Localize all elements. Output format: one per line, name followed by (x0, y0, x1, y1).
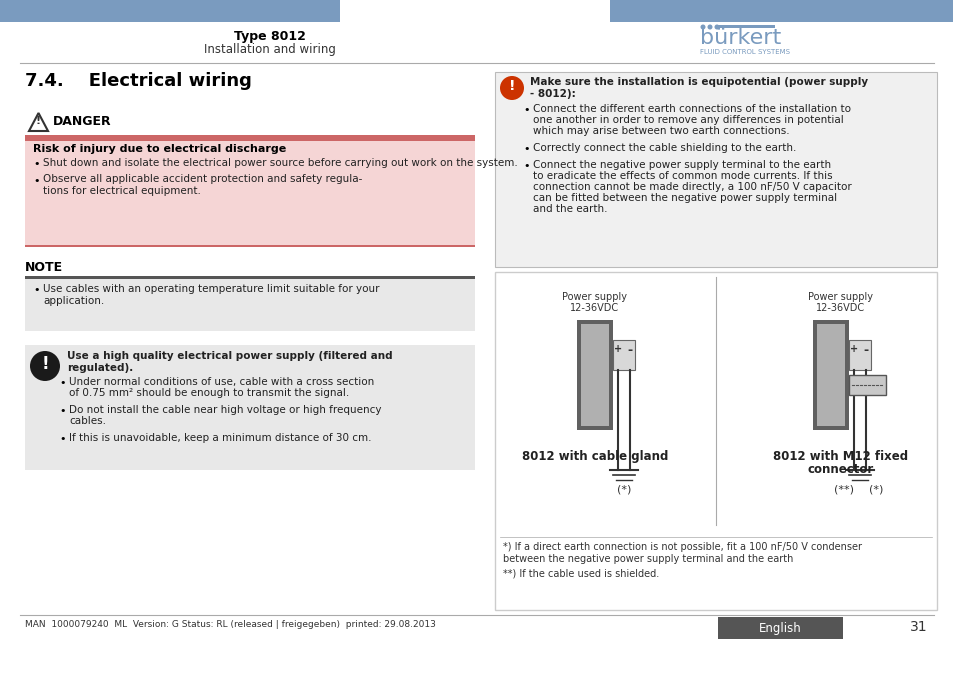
Text: Power supply: Power supply (807, 292, 873, 302)
Circle shape (707, 24, 712, 30)
Text: Risk of injury due to electrical discharge: Risk of injury due to electrical dischar… (33, 144, 286, 154)
Bar (613, 340, 635, 370)
Text: can be fitted between the negative power supply terminal: can be fitted between the negative power… (533, 193, 836, 203)
Bar (848, 340, 870, 370)
Text: Make sure the installation is equipotential (power supply: Make sure the installation is equipotent… (530, 77, 867, 87)
Text: •: • (522, 105, 529, 115)
Circle shape (30, 351, 60, 381)
Text: 12-36VDC: 12-36VDC (816, 303, 864, 313)
Text: and the earth.: and the earth. (533, 204, 607, 214)
Text: MAN  1000079240  ML  Version: G Status: RL (released | freigegeben)  printed: 29: MAN 1000079240 ML Version: G Status: RL … (25, 620, 436, 629)
Text: +: + (849, 344, 857, 354)
Text: Correctly connect the cable shielding to the earth.: Correctly connect the cable shielding to… (533, 143, 796, 153)
Text: connector: connector (807, 463, 873, 476)
Text: Connect the negative power supply terminal to the earth: Connect the negative power supply termin… (533, 160, 830, 170)
Text: Shut down and isolate the electrical power source before carrying out work on th: Shut down and isolate the electrical pow… (43, 158, 517, 168)
Bar (577, 320, 613, 430)
Text: Use a high quality electrical power supply (filtered and: Use a high quality electrical power supp… (67, 351, 393, 361)
Text: 8012 with M12 fixed: 8012 with M12 fixed (773, 450, 907, 463)
Text: **) If the cable used is shielded.: **) If the cable used is shielded. (502, 568, 659, 578)
Text: •: • (522, 144, 529, 154)
Text: to eradicate the effects of common mode currents. If this: to eradicate the effects of common mode … (533, 171, 832, 181)
Circle shape (700, 24, 705, 30)
Bar (0, 0, 339, 22)
Text: (**): (**) (833, 485, 853, 495)
Text: Connect the different earth connections of the installation to: Connect the different earth connections … (533, 104, 850, 114)
Text: NOTE: NOTE (25, 261, 63, 274)
Bar (717, 25, 774, 28)
Bar (25, 245, 475, 247)
Bar (812, 320, 848, 430)
Bar (848, 375, 885, 395)
Text: Do not install the cable near high voltage or high frequency: Do not install the cable near high volta… (69, 405, 381, 415)
Text: •: • (59, 406, 66, 416)
Text: +: + (614, 344, 621, 354)
Text: 8012 with cable gland: 8012 with cable gland (521, 450, 667, 463)
Text: regulated).: regulated). (67, 363, 133, 373)
Bar (718, 617, 842, 639)
Text: cables.: cables. (69, 417, 106, 427)
Text: between the negative power supply terminal and the earth: between the negative power supply termin… (502, 554, 793, 564)
Text: one another in order to remove any differences in potential: one another in order to remove any diffe… (533, 115, 842, 125)
Text: tions for electrical equipment.: tions for electrical equipment. (43, 186, 201, 196)
Circle shape (714, 24, 719, 30)
Text: English: English (758, 622, 801, 635)
Bar (580, 324, 608, 426)
Text: •: • (33, 176, 39, 186)
Text: -: - (862, 344, 867, 357)
Text: Type 8012: Type 8012 (233, 30, 306, 43)
Text: Use cables with an operating temperature limit suitable for your: Use cables with an operating temperature… (43, 284, 379, 294)
Text: •: • (59, 378, 66, 388)
Text: •: • (522, 161, 529, 171)
Text: Observe all applicable accident protection and safety regula-: Observe all applicable accident protecti… (43, 174, 362, 184)
Bar (25, 276, 475, 279)
Text: (*): (*) (868, 485, 882, 495)
Text: 12-36VDC: 12-36VDC (570, 303, 618, 313)
Text: of 0.75 mm² should be enough to transmit the signal.: of 0.75 mm² should be enough to transmit… (69, 388, 349, 398)
Bar (25, 279, 475, 331)
Bar (495, 272, 936, 610)
Bar (816, 324, 844, 426)
Text: FLUID CONTROL SYSTEMS: FLUID CONTROL SYSTEMS (700, 49, 789, 55)
Text: application.: application. (43, 295, 104, 306)
Text: If this is unavoidable, keep a minimum distance of 30 cm.: If this is unavoidable, keep a minimum d… (69, 433, 371, 443)
Text: 7.4.    Electrical wiring: 7.4. Electrical wiring (25, 72, 252, 90)
Text: •: • (33, 285, 39, 295)
Text: •: • (59, 434, 66, 444)
Text: !: ! (41, 355, 49, 373)
Text: -: - (627, 344, 632, 357)
Text: DANGER: DANGER (53, 115, 112, 128)
Text: - 8012):: - 8012): (530, 89, 576, 99)
Text: bürkert: bürkert (700, 28, 781, 48)
Text: !: ! (508, 79, 515, 93)
Bar (609, 0, 953, 22)
Circle shape (499, 76, 523, 100)
Text: (*): (*) (617, 485, 631, 495)
Polygon shape (29, 113, 48, 131)
Text: 31: 31 (909, 620, 926, 634)
Bar (25, 135, 475, 139)
Bar (25, 139, 475, 247)
Text: Under normal conditions of use, cable with a cross section: Under normal conditions of use, cable wi… (69, 377, 374, 387)
Text: !: ! (36, 116, 41, 126)
Text: *) If a direct earth connection is not possible, fit a 100 nF/50 V condenser: *) If a direct earth connection is not p… (502, 542, 862, 552)
Text: Installation and wiring: Installation and wiring (204, 43, 335, 56)
Text: •: • (33, 159, 39, 169)
Text: Power supply: Power supply (562, 292, 627, 302)
Text: connection cannot be made directly, a 100 nF/50 V capacitor: connection cannot be made directly, a 10… (533, 182, 851, 192)
Bar (25, 345, 475, 470)
Bar (495, 72, 936, 267)
Bar (25, 139, 475, 141)
Text: which may arise between two earth connections.: which may arise between two earth connec… (533, 126, 789, 136)
